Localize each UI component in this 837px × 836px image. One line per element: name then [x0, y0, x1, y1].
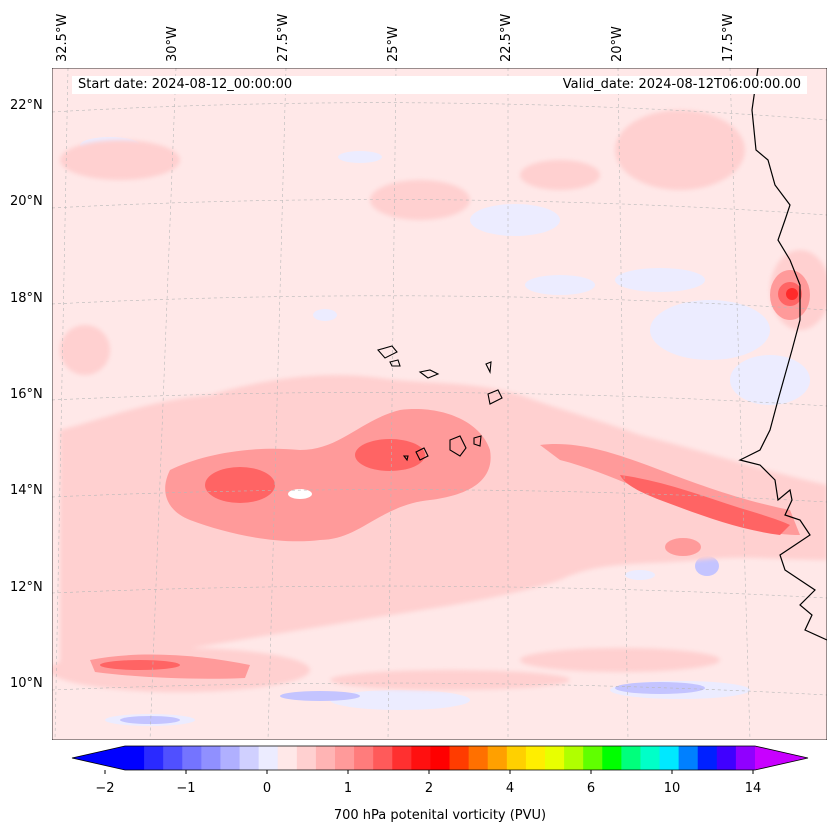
colorbar-segment [335, 746, 355, 770]
colorbar-segment [277, 746, 298, 770]
lon-label-30w: 30°W [165, 26, 180, 62]
colorbar-segment [220, 746, 241, 770]
colorbar-segment [525, 746, 546, 770]
colorbar-extend-low [72, 746, 125, 770]
colorbar-segment [602, 746, 622, 770]
colorbar-segment [564, 746, 584, 770]
colorbar-tick-label: 6 [586, 781, 596, 796]
colorbar-tick-label: −1 [176, 781, 196, 796]
colorbar-title: 700 hPa potenital vorticity (PVU) [333, 808, 547, 823]
colorbar-segment [411, 746, 431, 770]
lat-label-16n: 16°N [10, 387, 43, 402]
colorbar-segment [545, 746, 565, 770]
colorbar-tick-label: 4 [505, 781, 515, 796]
pv-map [52, 68, 827, 740]
coastline-africa [738, 68, 827, 641]
colorbar-segment [697, 746, 718, 770]
lon-label-32-5w: 32.5°W [55, 13, 70, 62]
colorbar-segment [487, 746, 508, 770]
lat-label-10n: 10°N [10, 676, 43, 691]
colorbar-tick-label: −2 [95, 781, 115, 796]
colorbar-segment [430, 746, 451, 770]
pv-band-red [100, 282, 802, 670]
negative-pv-patches [80, 137, 810, 726]
lat-label-22n: 22°N [10, 98, 43, 113]
lon-label-20w: 20°W [610, 26, 625, 62]
colorbar-segment [583, 746, 603, 770]
colorbar-segment [315, 746, 336, 770]
lat-label-12n: 12°N [10, 580, 43, 595]
colorbar-segment [296, 746, 317, 770]
lat-label-14n: 14°N [10, 483, 43, 498]
pv-band-deep-red [786, 288, 798, 300]
graticule [52, 68, 827, 740]
colorbar-segment [506, 746, 527, 770]
cape-verde-islands [377, 345, 503, 462]
colorbar-tick-label: 2 [424, 781, 434, 796]
start-date-label: Start date: 2024-08-12_00:00:00 [78, 77, 293, 92]
colorbar-segment [468, 746, 489, 770]
colorbar-tick-label: 10 [663, 781, 681, 796]
lon-label-25w: 25°W [386, 26, 401, 62]
lon-label-22-5w: 22.5°W [499, 13, 514, 62]
low-pv-hole [288, 489, 312, 499]
colorbar-tick-label: 14 [744, 781, 762, 796]
blue-pv-patches [120, 556, 719, 724]
colorbar-segment [716, 746, 737, 770]
colorbar-segment [735, 746, 756, 770]
colorbar-segment [144, 746, 164, 770]
lon-label-17-5w: 17.5°W [721, 13, 736, 62]
colorbar-segment [182, 746, 202, 770]
lon-label-27-5w: 27.5°W [276, 13, 291, 62]
colorbar-extend-high [755, 746, 808, 770]
colorbar-segment [392, 746, 412, 770]
colorbar-segment [239, 746, 260, 770]
colorbar-segment [125, 746, 145, 770]
colorbar-segment [258, 746, 279, 770]
colorbar [71, 745, 809, 774]
date-info-bar: Start date: 2024-08-12_00:00:00 Valid_da… [72, 76, 807, 94]
colorbar-segment [678, 746, 699, 770]
colorbar-segment [373, 746, 393, 770]
colorbar-segment [449, 746, 470, 770]
lat-label-20n: 20°N [10, 194, 43, 209]
valid-date-label: Valid_date: 2024-08-12T06:00:00.00 [562, 77, 801, 92]
colorbar-segment [640, 746, 661, 770]
colorbar-outline [71, 745, 809, 771]
colorbar-segment [659, 746, 680, 770]
colorbar-segment [354, 746, 374, 770]
colorbar-tick-label: 1 [343, 781, 353, 796]
lat-label-18n: 18°N [10, 291, 43, 306]
colorbar-segment [201, 746, 221, 770]
colorbar-segment [621, 746, 641, 770]
colorbar-segment [163, 746, 183, 770]
colorbar-tick-label: 0 [262, 781, 272, 796]
